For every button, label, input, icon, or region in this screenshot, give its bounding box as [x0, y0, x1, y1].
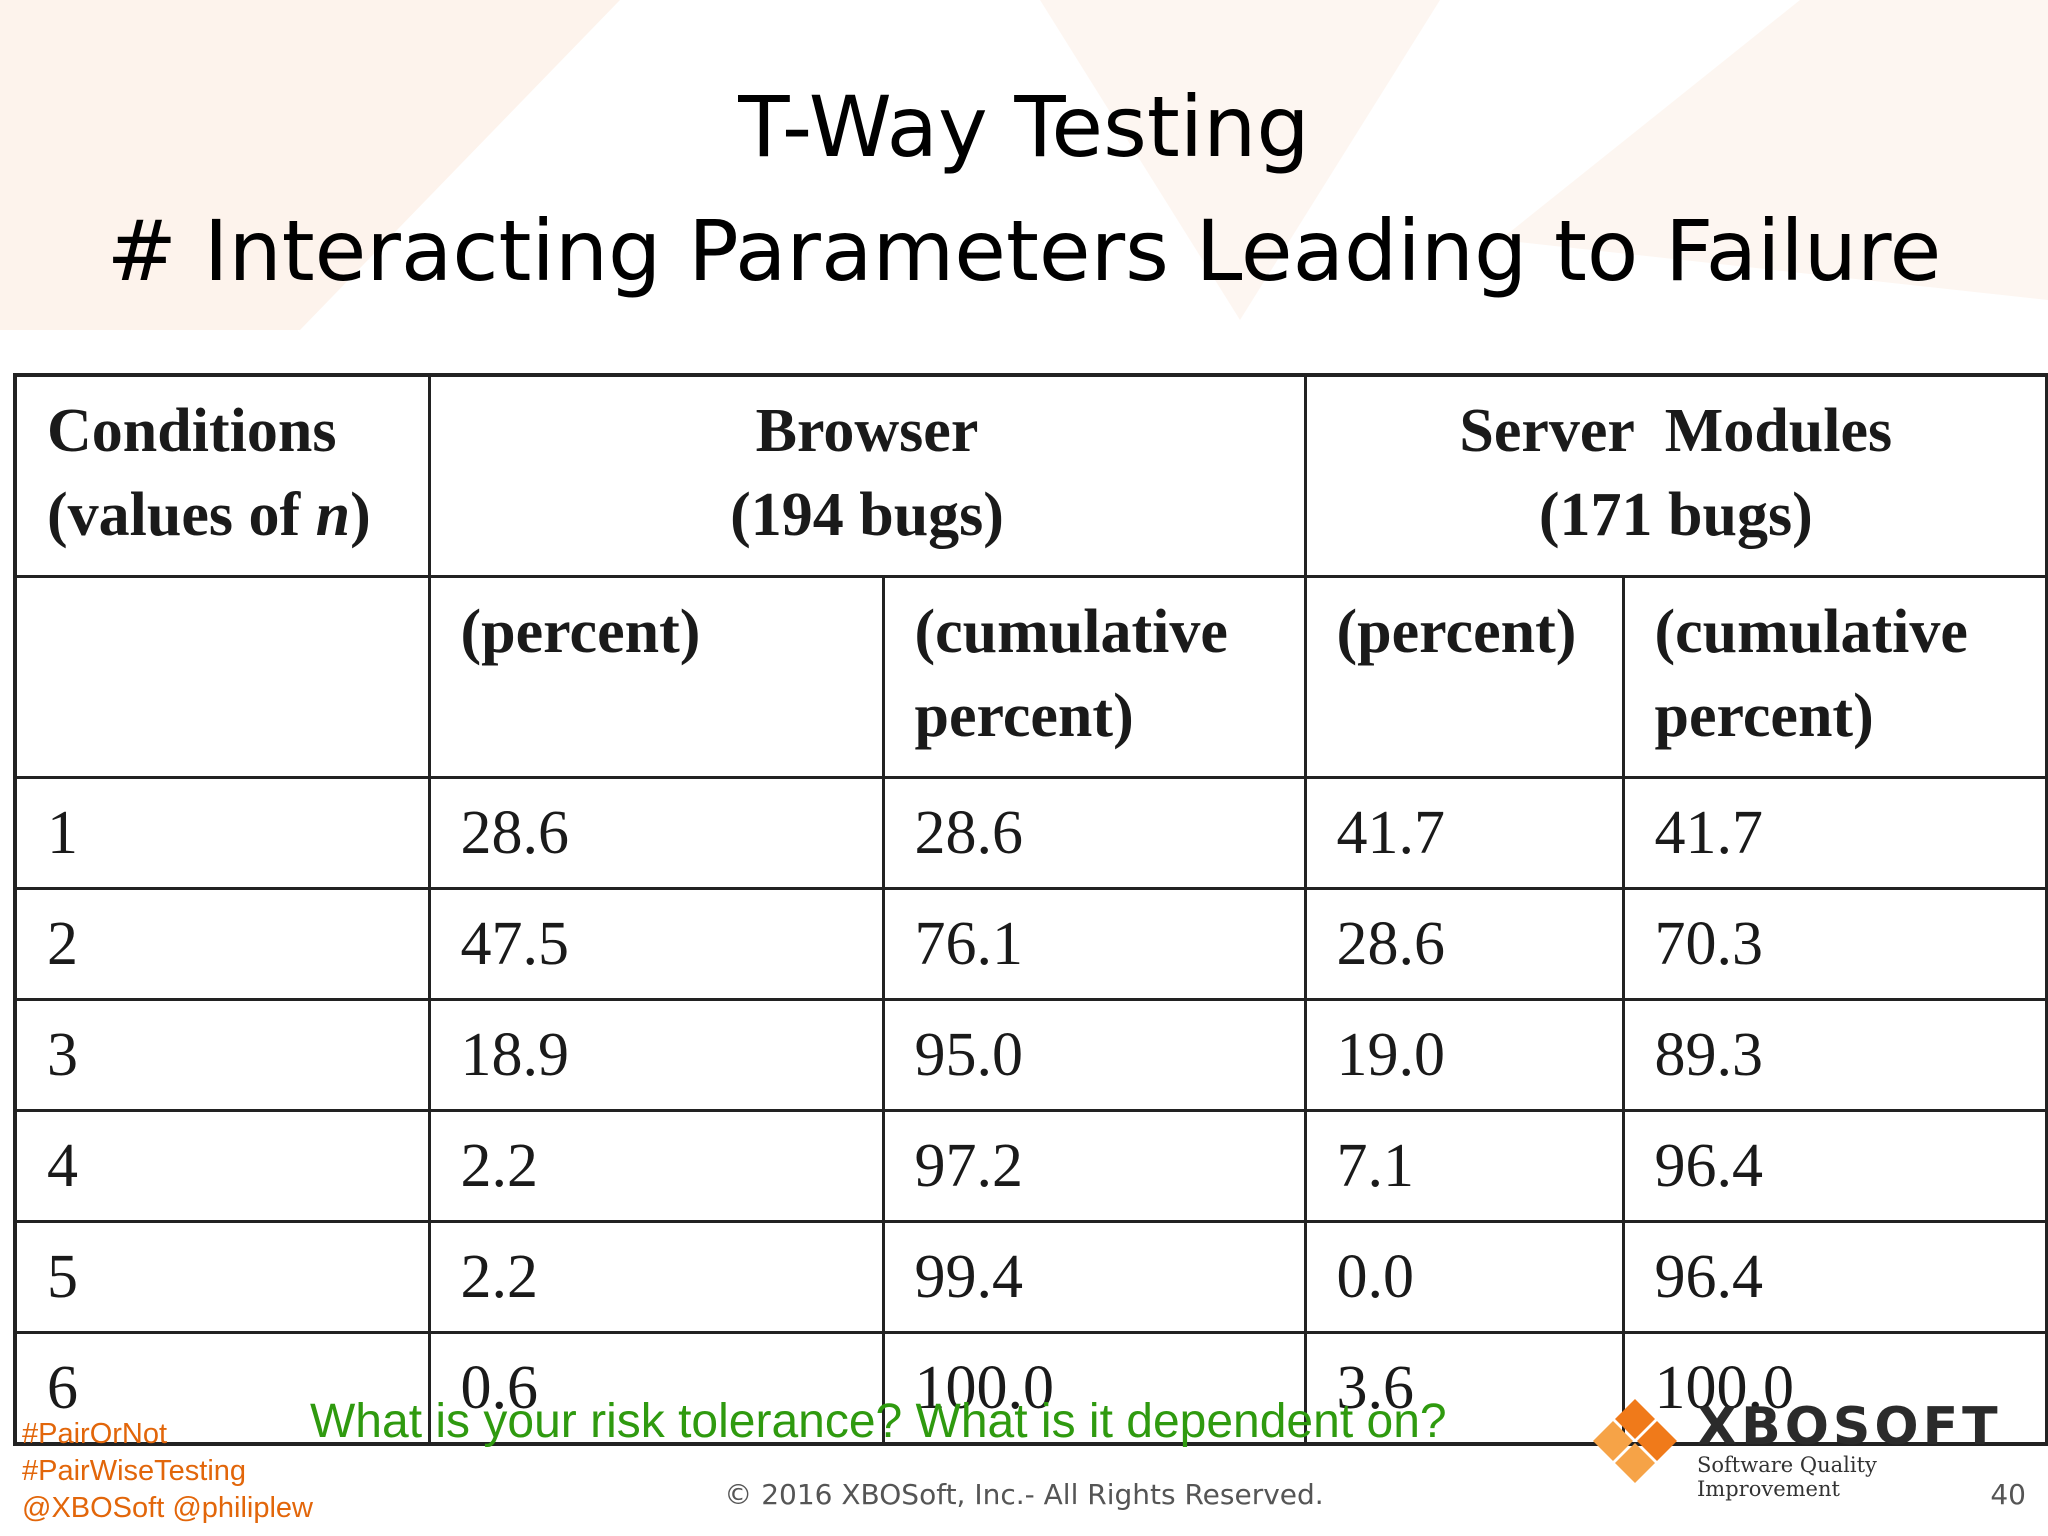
twitter-handles: @XBOSoft @philiplew [22, 1492, 313, 1524]
cell-server-cumulative: 96.4 [1621, 1109, 2048, 1223]
cell-browser-percent: 28.6 [427, 776, 885, 890]
table-row: 2 47.5 76.1 28.6 70.3 [13, 887, 2048, 1001]
table-header-row: Conditions (values of n) Browser (194 bu… [13, 373, 2048, 578]
table-row: 3 18.9 95.0 19.0 89.3 [13, 998, 2048, 1112]
table-row: 6 0.6 100.0 3.6 100.0 [13, 1331, 2048, 1446]
cell-browser-percent: 2.2 [427, 1220, 885, 1334]
conditions-header: Conditions (values of n) [13, 373, 431, 578]
conditions-header-line2: (values of n) [47, 473, 398, 557]
risk-question: What is your risk tolerance? What is it … [310, 1395, 1447, 1448]
hashtags: #PairOrNot #PairWiseTesting @XBOSoft @ph… [22, 1416, 313, 1527]
table-row: 5 2.2 99.4 0.0 96.4 [13, 1220, 2048, 1334]
conditions-suffix: ) [350, 481, 371, 549]
logo-tagline: Software Quality Improvement [1697, 1453, 1877, 1501]
server-percent-header: (percent) [1303, 575, 1625, 779]
cell-server-percent: 41.7 [1303, 776, 1625, 890]
cell-browser-percent: 47.5 [427, 887, 885, 1001]
cell-browser-cumulative: 100.0 [881, 1331, 1307, 1446]
cell-n: 6 [13, 1331, 431, 1446]
logo-name: XBOSOFT [1697, 1397, 2002, 1457]
server-cumulative-line2: percent) [1654, 682, 1874, 750]
cell-server-percent: 3.6 [1303, 1331, 1625, 1446]
browser-cumulative-line1: (cumulative [914, 598, 1228, 666]
browser-header: Browser (194 bugs) [427, 373, 1307, 578]
server-header-line1: Server Modules [1459, 397, 1893, 465]
cell-n: 5 [13, 1220, 431, 1334]
empty-subheader-cell [13, 575, 431, 779]
cell-n: 4 [13, 1109, 431, 1223]
conditions-header-line1: Conditions [47, 397, 337, 465]
cell-browser-cumulative: 99.4 [881, 1220, 1307, 1334]
table-subheader-row: (percent) (cumulative percent) (percent)… [13, 575, 2048, 779]
browser-header-line1: Browser [755, 397, 979, 465]
hashtag-pairwisetesting: #PairWiseTesting [22, 1455, 247, 1487]
browser-cumulative-line2: percent) [914, 682, 1134, 750]
cell-server-percent: 28.6 [1303, 887, 1625, 1001]
table-row: 1 28.6 28.6 41.7 41.7 [13, 776, 2048, 890]
server-header: Server Modules (171 bugs) [1303, 373, 2048, 578]
cell-browser-percent: 18.9 [427, 998, 885, 1112]
conditions-prefix: (values of [47, 481, 316, 549]
cell-server-cumulative: 41.7 [1621, 776, 2048, 890]
browser-cumulative-header: (cumulative percent) [881, 575, 1307, 779]
server-cumulative-header: (cumulative percent) [1621, 575, 2048, 779]
cell-server-percent: 0.0 [1303, 1220, 1625, 1334]
cell-browser-cumulative: 95.0 [881, 998, 1307, 1112]
server-cumulative-line1: (cumulative [1654, 598, 1968, 666]
cell-server-cumulative: 96.4 [1621, 1220, 2048, 1334]
cell-browser-percent: 2.2 [427, 1109, 885, 1223]
cell-server-percent: 7.1 [1303, 1109, 1625, 1223]
cell-browser-cumulative: 97.2 [881, 1109, 1307, 1223]
slide-title: T-Way Testing [738, 78, 1310, 176]
cell-server-cumulative: 100.0 [1621, 1331, 2048, 1446]
failure-table: Conditions (values of n) Browser (194 bu… [13, 373, 2048, 1446]
copyright-notice: © 2016 XBOSoft, Inc.- All Rights Reserve… [724, 1478, 1324, 1511]
server-header-line2: (171 bugs) [1538, 481, 1813, 549]
hashtag-pairornot: #PairOrNot [22, 1418, 168, 1450]
browser-percent-header: (percent) [427, 575, 885, 779]
table-row: 4 2.2 97.2 7.1 96.4 [13, 1109, 2048, 1223]
page-number: 40 [1990, 1478, 2026, 1511]
cell-browser-cumulative: 76.1 [881, 887, 1307, 1001]
cell-n: 1 [13, 776, 431, 890]
xbosoft-logo: XBOSOFT Software Quality Improvement [1585, 1395, 2005, 1501]
slide-subtitle: # Interacting Parameters Leading to Fail… [106, 202, 1942, 300]
cell-browser-percent: 0.6 [427, 1331, 885, 1446]
cell-n: 2 [13, 887, 431, 1001]
cell-server-percent: 19.0 [1303, 998, 1625, 1112]
conditions-var: n [315, 481, 351, 549]
cell-n: 3 [13, 998, 431, 1112]
diamond-logo-icon [1593, 1399, 1677, 1483]
cell-browser-cumulative: 28.6 [881, 776, 1307, 890]
browser-header-line2: (194 bugs) [730, 481, 1004, 549]
cell-server-cumulative: 89.3 [1621, 998, 2048, 1112]
cell-server-cumulative: 70.3 [1621, 887, 2048, 1001]
